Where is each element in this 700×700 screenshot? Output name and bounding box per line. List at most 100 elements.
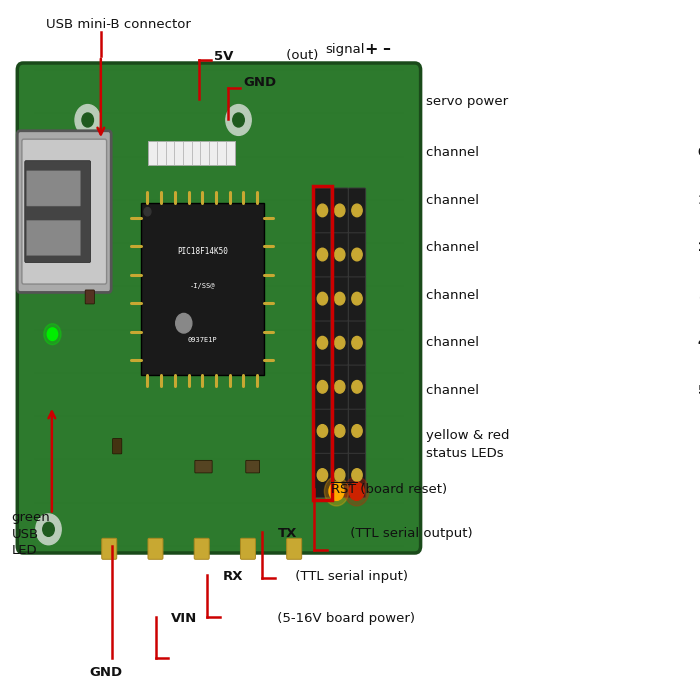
Circle shape: [317, 337, 328, 349]
FancyBboxPatch shape: [349, 453, 365, 498]
Bar: [141, 203, 264, 374]
Text: -I/SS@: -I/SS@: [190, 283, 215, 288]
Text: signal: signal: [326, 43, 365, 55]
FancyBboxPatch shape: [314, 409, 331, 454]
Circle shape: [344, 477, 369, 506]
Circle shape: [317, 381, 328, 393]
Text: channel: channel: [426, 241, 484, 254]
FancyBboxPatch shape: [27, 220, 80, 256]
Circle shape: [144, 207, 151, 216]
FancyBboxPatch shape: [240, 538, 256, 559]
Bar: [313, 186, 332, 500]
Circle shape: [335, 469, 345, 482]
Circle shape: [335, 381, 345, 393]
Text: 1: 1: [698, 194, 700, 206]
FancyBboxPatch shape: [331, 453, 349, 498]
FancyBboxPatch shape: [18, 63, 421, 553]
Circle shape: [226, 104, 251, 135]
Text: channel: channel: [426, 337, 484, 349]
Text: green
USB
LED: green USB LED: [11, 511, 50, 557]
FancyBboxPatch shape: [349, 188, 365, 233]
Circle shape: [176, 314, 192, 333]
FancyBboxPatch shape: [331, 409, 349, 454]
Circle shape: [349, 482, 364, 500]
Text: channel: channel: [426, 384, 484, 397]
FancyBboxPatch shape: [18, 131, 111, 293]
Text: TX: TX: [278, 527, 297, 540]
Text: 0937E1P: 0937E1P: [188, 337, 217, 344]
FancyBboxPatch shape: [195, 461, 212, 473]
FancyBboxPatch shape: [331, 276, 349, 321]
Circle shape: [317, 469, 328, 482]
Circle shape: [324, 477, 349, 506]
Circle shape: [352, 425, 362, 438]
Circle shape: [44, 323, 61, 344]
Circle shape: [36, 514, 61, 545]
Text: channel: channel: [426, 289, 484, 302]
FancyBboxPatch shape: [194, 538, 209, 559]
Text: 4: 4: [698, 337, 700, 349]
FancyBboxPatch shape: [314, 188, 331, 233]
FancyBboxPatch shape: [349, 365, 365, 409]
Circle shape: [317, 425, 328, 438]
FancyBboxPatch shape: [69, 193, 85, 204]
Circle shape: [43, 522, 55, 536]
Text: $\overline{\mathrm{RST}}$: $\overline{\mathrm{RST}}$: [330, 482, 357, 498]
FancyBboxPatch shape: [27, 171, 80, 206]
Circle shape: [233, 113, 244, 127]
FancyBboxPatch shape: [349, 409, 365, 454]
Text: RX: RX: [223, 570, 244, 583]
FancyBboxPatch shape: [331, 365, 349, 409]
Text: GND: GND: [90, 666, 122, 678]
Text: channel: channel: [426, 146, 484, 159]
FancyBboxPatch shape: [69, 250, 85, 261]
Text: servo power: servo power: [426, 95, 508, 108]
FancyBboxPatch shape: [148, 538, 163, 559]
FancyBboxPatch shape: [314, 232, 331, 277]
Text: yellow & red
status LEDs: yellow & red status LEDs: [426, 429, 510, 460]
FancyBboxPatch shape: [314, 276, 331, 321]
FancyBboxPatch shape: [331, 188, 349, 233]
FancyBboxPatch shape: [331, 232, 349, 277]
Circle shape: [352, 469, 362, 482]
Text: –: –: [382, 41, 390, 57]
Circle shape: [335, 425, 345, 438]
Text: (out): (out): [282, 50, 318, 62]
Text: USB mini-B connector: USB mini-B connector: [46, 18, 191, 31]
Text: 5: 5: [698, 384, 700, 397]
Circle shape: [82, 113, 94, 127]
Circle shape: [317, 293, 328, 305]
FancyBboxPatch shape: [22, 139, 106, 284]
Text: (board reset): (board reset): [356, 484, 447, 496]
Text: (5-16V board power): (5-16V board power): [273, 612, 415, 625]
FancyBboxPatch shape: [331, 321, 349, 365]
Circle shape: [317, 204, 328, 217]
Circle shape: [352, 248, 362, 261]
Circle shape: [335, 248, 345, 261]
Circle shape: [352, 293, 362, 305]
FancyBboxPatch shape: [25, 161, 90, 262]
Circle shape: [335, 204, 345, 217]
Text: GND: GND: [243, 76, 276, 89]
Text: channel: channel: [426, 194, 484, 206]
Circle shape: [352, 381, 362, 393]
Text: 3: 3: [698, 289, 700, 302]
Text: (TTL serial output): (TTL serial output): [346, 527, 473, 540]
Circle shape: [335, 293, 345, 305]
FancyBboxPatch shape: [314, 453, 331, 498]
Circle shape: [352, 204, 362, 217]
FancyBboxPatch shape: [113, 438, 122, 454]
FancyBboxPatch shape: [314, 365, 331, 409]
Text: 2: 2: [698, 241, 700, 254]
Circle shape: [75, 104, 100, 135]
FancyBboxPatch shape: [314, 321, 331, 365]
Circle shape: [317, 248, 328, 261]
Text: 5V: 5V: [214, 50, 234, 62]
Text: PIC18F14K50: PIC18F14K50: [177, 247, 228, 256]
FancyBboxPatch shape: [349, 276, 365, 321]
Circle shape: [47, 328, 57, 340]
FancyBboxPatch shape: [349, 232, 365, 277]
Circle shape: [352, 337, 362, 349]
FancyBboxPatch shape: [85, 290, 94, 304]
FancyBboxPatch shape: [102, 538, 117, 559]
